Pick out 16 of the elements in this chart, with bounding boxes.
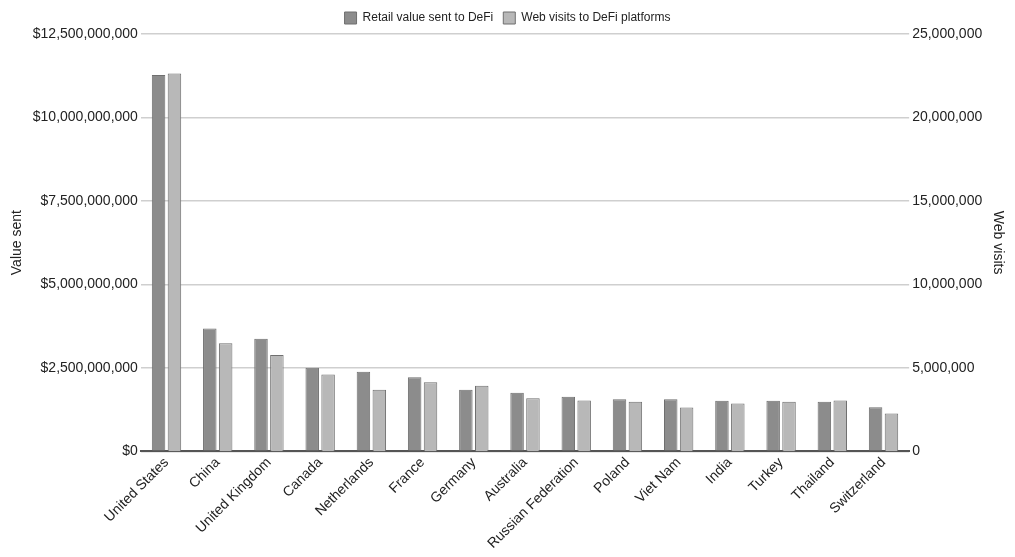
y2-tick-label: 0	[912, 442, 921, 459]
y-tick-label: $10,000,000,000	[32, 108, 139, 125]
y-axis-title: Value sent	[8, 209, 25, 276]
y2-tick-label: 5,000,000	[912, 358, 975, 375]
y2-tick-label: 10,000,000	[912, 275, 983, 292]
y-tick-label: $7,500,000,000	[40, 191, 139, 208]
y2-tick-label: 20,000,000	[912, 108, 983, 125]
y-tick-label: $2,500,000,000	[40, 358, 139, 375]
y-tick-label: $5,000,000,000	[40, 275, 139, 292]
y-tick-label: $0	[122, 442, 139, 459]
legend-label: Web visits to DeFi platforms	[521, 10, 671, 25]
legend-label: Retail value sent to DeFi	[362, 10, 494, 25]
y2-tick-label: 15,000,000	[912, 191, 983, 208]
y2-axis-title: Web visits	[990, 210, 1007, 275]
y2-tick-label: 25,000,000	[912, 24, 983, 41]
y-tick-label: $12,500,000,000	[32, 24, 139, 41]
